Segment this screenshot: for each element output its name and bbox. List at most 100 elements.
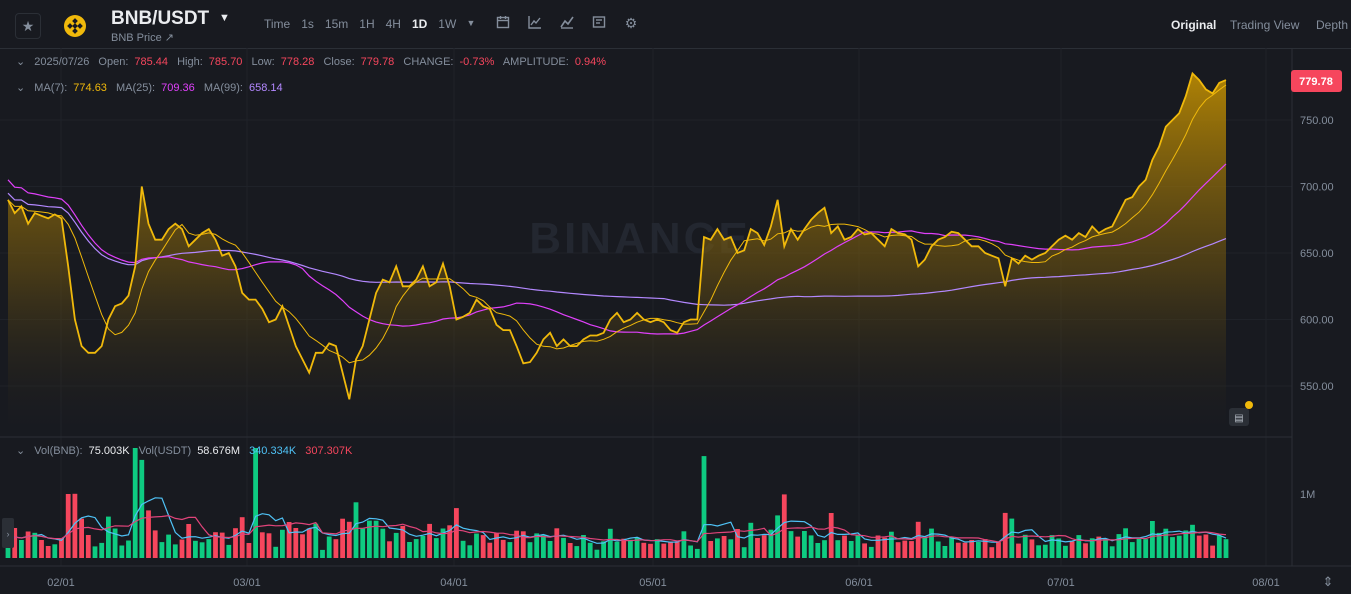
volume-bar (694, 548, 700, 558)
volume-bar (132, 448, 138, 558)
vol-bnb-label: Vol(BNB): (34, 445, 83, 457)
volume-bar (802, 531, 807, 558)
view-depth-tab[interactable]: Depth (1316, 18, 1349, 32)
volume-bar (989, 547, 995, 558)
volume-bar (781, 494, 787, 558)
volume-bar (929, 528, 934, 558)
price-tick-label: 700.00 (1300, 182, 1334, 194)
ohlc-collapse-chevron-icon[interactable]: ⌄ (16, 56, 26, 68)
volume-bar (52, 544, 58, 558)
scroll-arrow-icon[interactable]: › (7, 529, 10, 539)
time-tick-label: 07/01 (1047, 577, 1075, 589)
volume-bar (219, 532, 225, 558)
layout-settings-icon[interactable] (591, 15, 607, 31)
volume-bar (226, 544, 232, 558)
settings-gear-icon[interactable]: ⚙ (624, 15, 638, 31)
calendar-icon[interactable] (495, 15, 511, 31)
ma-collapse-chevron-icon[interactable]: ⌄ (16, 82, 26, 94)
volume-bar (380, 528, 386, 558)
volume-bar (45, 546, 51, 558)
volume-bar (346, 521, 352, 558)
volume-bar (494, 533, 499, 558)
volume-bar (112, 528, 118, 558)
current-price-tag (1291, 70, 1342, 92)
volume-bar (1029, 539, 1035, 558)
volume-bar (159, 542, 165, 558)
volume-bar (1163, 528, 1169, 558)
scroll-left-handle[interactable] (2, 518, 14, 548)
volume-bar (835, 540, 841, 558)
volume-axis-label: 1M (1300, 489, 1315, 501)
price-subtitle-link[interactable]: BNB Price ↗ (111, 32, 175, 44)
volume-collapse-chevron-icon[interactable]: ⌄ (16, 445, 26, 457)
volume-bar (1056, 538, 1062, 558)
volume-bar (487, 542, 493, 558)
pair-dropdown-chevron-icon[interactable]: ▼ (219, 12, 230, 24)
volume-bar (1196, 535, 1202, 558)
price-tick-label: 750.00 (1300, 115, 1334, 127)
interval-1d[interactable]: 1D (411, 17, 428, 31)
vol-usdt-label: Vol(USDT) (138, 445, 192, 457)
volume-bar (400, 525, 406, 558)
favorite-star-icon[interactable]: ★ (15, 13, 41, 39)
volume-bar (1216, 535, 1222, 558)
interval-time[interactable]: Time (264, 17, 291, 31)
view-original-tab[interactable]: Original (1171, 18, 1217, 32)
volume-bar (868, 546, 874, 558)
volume-bar (909, 541, 914, 558)
volume-bar (286, 522, 292, 558)
volume-bar (1016, 543, 1021, 558)
volume-bar (1069, 541, 1075, 558)
volume-bar (367, 520, 372, 558)
more-intervals-chevron-icon[interactable]: ▼ (466, 18, 476, 28)
indicator-icon[interactable] (527, 15, 543, 31)
close-value: 779.78 (360, 56, 395, 68)
volume-bar (748, 522, 754, 558)
volume-bar (1109, 546, 1115, 558)
volume-bar (822, 540, 827, 558)
volume-bar (106, 516, 111, 558)
interval-1s[interactable]: 1s (301, 17, 314, 31)
view-tradingview-tab[interactable]: Trading View (1230, 18, 1300, 32)
interval-1h[interactable]: 1H (359, 17, 375, 31)
volume-bar (59, 538, 64, 558)
price-marker-button[interactable] (1229, 408, 1249, 426)
volume-bar (293, 528, 299, 558)
interval-4h[interactable]: 4H (385, 17, 401, 31)
open-value: 785.44 (134, 56, 169, 68)
volume-ma-line-1 (7, 497, 1227, 547)
volume-bar (246, 543, 252, 558)
interval-1w[interactable]: 1W (438, 17, 457, 31)
volume-bar (326, 536, 332, 558)
volume-bar (1096, 536, 1102, 558)
volume-bar (373, 520, 379, 558)
volume-bar (915, 521, 921, 558)
interval-selector: Time 1s 15m 1H 4H 1D 1W (264, 17, 467, 31)
volume-bar (427, 523, 432, 558)
pair-title[interactable]: BNB/USDT (111, 8, 210, 29)
volume-bar (1002, 512, 1008, 558)
ohlc-legend: ⌄ 2025/07/26 Open: 785.44 High: 785.70 Low… (16, 55, 612, 68)
volume-bar (848, 541, 854, 558)
volume-bar (1156, 532, 1162, 558)
ma7-value: 774.63 (73, 82, 107, 94)
volume-bar (1022, 534, 1028, 558)
volume-bar (654, 539, 660, 558)
volume-bar (433, 538, 439, 558)
vol-usdt-value: 58.676M (197, 445, 240, 457)
price-tick-label: 650.00 (1300, 248, 1334, 260)
volume-bar (795, 536, 801, 558)
interval-15m[interactable]: 15m (324, 17, 349, 31)
auto-scale-icon[interactable]: ⇕ (1323, 574, 1334, 589)
volume-bar (561, 537, 566, 558)
volume-bar (72, 493, 78, 558)
volume-bar (152, 530, 158, 558)
volume-bar (855, 534, 861, 558)
volume-bar (768, 529, 774, 558)
volume-bar (982, 539, 988, 558)
chart-type-icon[interactable] (559, 15, 575, 31)
volume-bar (126, 540, 131, 558)
volume-bar (955, 542, 961, 558)
volume-bar (12, 528, 18, 558)
